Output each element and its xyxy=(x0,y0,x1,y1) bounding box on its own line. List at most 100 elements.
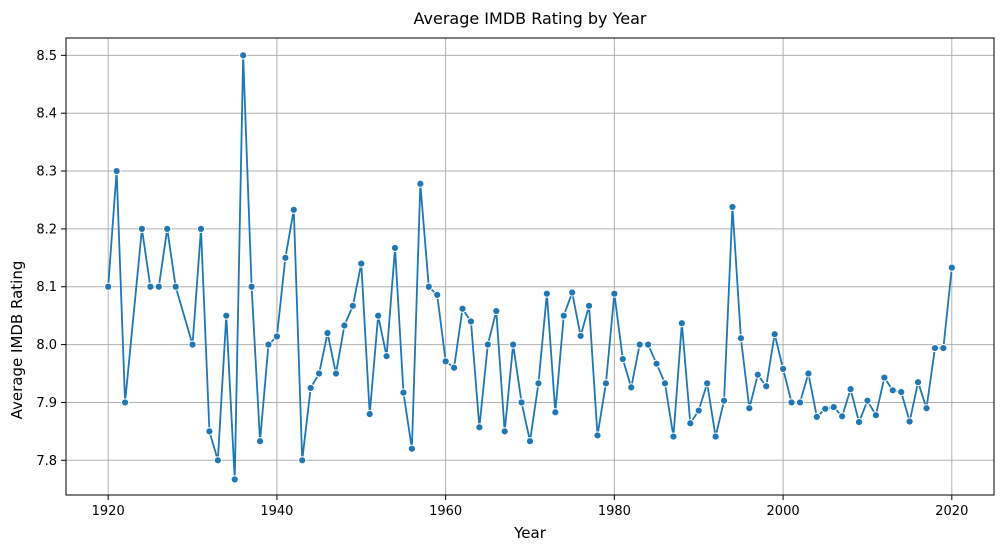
data-point xyxy=(196,224,206,233)
data-point xyxy=(483,340,492,349)
data-point xyxy=(314,369,324,378)
data-point xyxy=(610,289,619,298)
data-point xyxy=(559,311,568,320)
data-point xyxy=(812,412,821,422)
x-axis-label: Year xyxy=(513,524,547,542)
data-point xyxy=(500,427,509,436)
data-point xyxy=(323,328,332,338)
chart-title: Average IMDB Rating by Year xyxy=(414,9,647,28)
grid xyxy=(66,38,994,495)
data-point xyxy=(458,304,467,313)
data-point xyxy=(433,290,442,299)
data-point xyxy=(922,404,931,413)
data-point xyxy=(913,378,923,387)
data-point xyxy=(939,343,948,353)
data-point xyxy=(163,224,172,233)
series-layer xyxy=(104,51,956,484)
data-point xyxy=(517,398,526,407)
data-point xyxy=(897,387,906,397)
data-point xyxy=(357,259,366,268)
data-point xyxy=(627,383,636,392)
x-axis: 1920 1940 1960 1980 2000 2020 xyxy=(92,495,968,519)
data-point xyxy=(703,379,712,388)
data-point xyxy=(424,282,433,291)
data-point xyxy=(390,243,400,253)
data-point xyxy=(255,437,265,446)
y-tick-label: 8.3 xyxy=(36,165,57,180)
data-point xyxy=(593,431,602,440)
data-point xyxy=(264,340,273,349)
data-point xyxy=(821,404,830,413)
data-point xyxy=(871,411,880,420)
data-point xyxy=(146,282,155,291)
data-point xyxy=(382,352,391,361)
data-point xyxy=(441,357,450,366)
x-tick-label: 1980 xyxy=(598,504,631,519)
y-tick-label: 8.4 xyxy=(36,107,57,122)
data-point xyxy=(838,412,847,421)
data-point xyxy=(416,179,425,188)
data-point xyxy=(770,330,779,339)
data-point xyxy=(694,406,703,415)
data-point xyxy=(525,437,535,446)
y-tick-label: 8.5 xyxy=(36,49,57,64)
data-point xyxy=(239,51,248,60)
y-tick-label: 8.1 xyxy=(36,280,57,295)
data-point xyxy=(635,340,644,349)
data-point xyxy=(711,432,720,441)
y-tick-label: 8.2 xyxy=(36,222,57,237)
data-point xyxy=(660,379,670,388)
data-point xyxy=(677,319,686,328)
data-point xyxy=(281,253,290,262)
data-point xyxy=(230,475,239,484)
data-point xyxy=(854,418,864,427)
data-point xyxy=(846,385,855,394)
data-point xyxy=(492,306,501,316)
data-point xyxy=(407,444,416,453)
data-point xyxy=(306,383,315,393)
data-point xyxy=(365,409,374,419)
y-axis: 7.8 7.9 8.0 8.1 8.2 8.3 8.4 8.5 xyxy=(36,49,66,469)
data-point xyxy=(905,417,914,426)
data-point xyxy=(289,205,298,214)
data-point xyxy=(534,379,543,388)
y-tick-label: 7.9 xyxy=(36,396,57,411)
data-point xyxy=(542,289,551,298)
data-point xyxy=(576,331,585,341)
data-point xyxy=(644,340,653,349)
data-point xyxy=(745,404,754,413)
data-point xyxy=(568,288,577,297)
y-tick-label: 8.0 xyxy=(36,338,57,353)
data-point xyxy=(120,398,130,407)
data-point xyxy=(298,456,307,465)
data-point xyxy=(374,311,383,320)
data-point xyxy=(171,282,180,291)
y-axis-label: Average IMDB Rating xyxy=(8,261,26,420)
data-point xyxy=(686,419,695,428)
data-point xyxy=(205,427,214,436)
x-tick-label: 1920 xyxy=(92,504,125,519)
data-point xyxy=(222,311,231,320)
data-point xyxy=(880,373,889,382)
data-point xyxy=(137,224,147,233)
data-point xyxy=(449,363,459,372)
data-point xyxy=(728,202,737,212)
data-point xyxy=(112,166,121,176)
data-point xyxy=(787,398,796,407)
data-point xyxy=(863,396,872,405)
data-point xyxy=(829,402,838,412)
data-point xyxy=(736,334,746,343)
y-tick-label: 7.8 xyxy=(36,454,57,469)
data-point xyxy=(719,396,729,405)
data-point xyxy=(188,340,197,349)
data-point xyxy=(947,263,956,272)
series-line xyxy=(107,54,953,481)
data-point xyxy=(795,398,805,407)
data-point xyxy=(509,340,518,349)
data-point xyxy=(104,282,113,291)
data-point xyxy=(753,370,762,379)
data-point xyxy=(669,432,678,441)
data-point xyxy=(154,282,163,291)
data-point xyxy=(778,364,788,373)
data-point xyxy=(340,321,349,330)
